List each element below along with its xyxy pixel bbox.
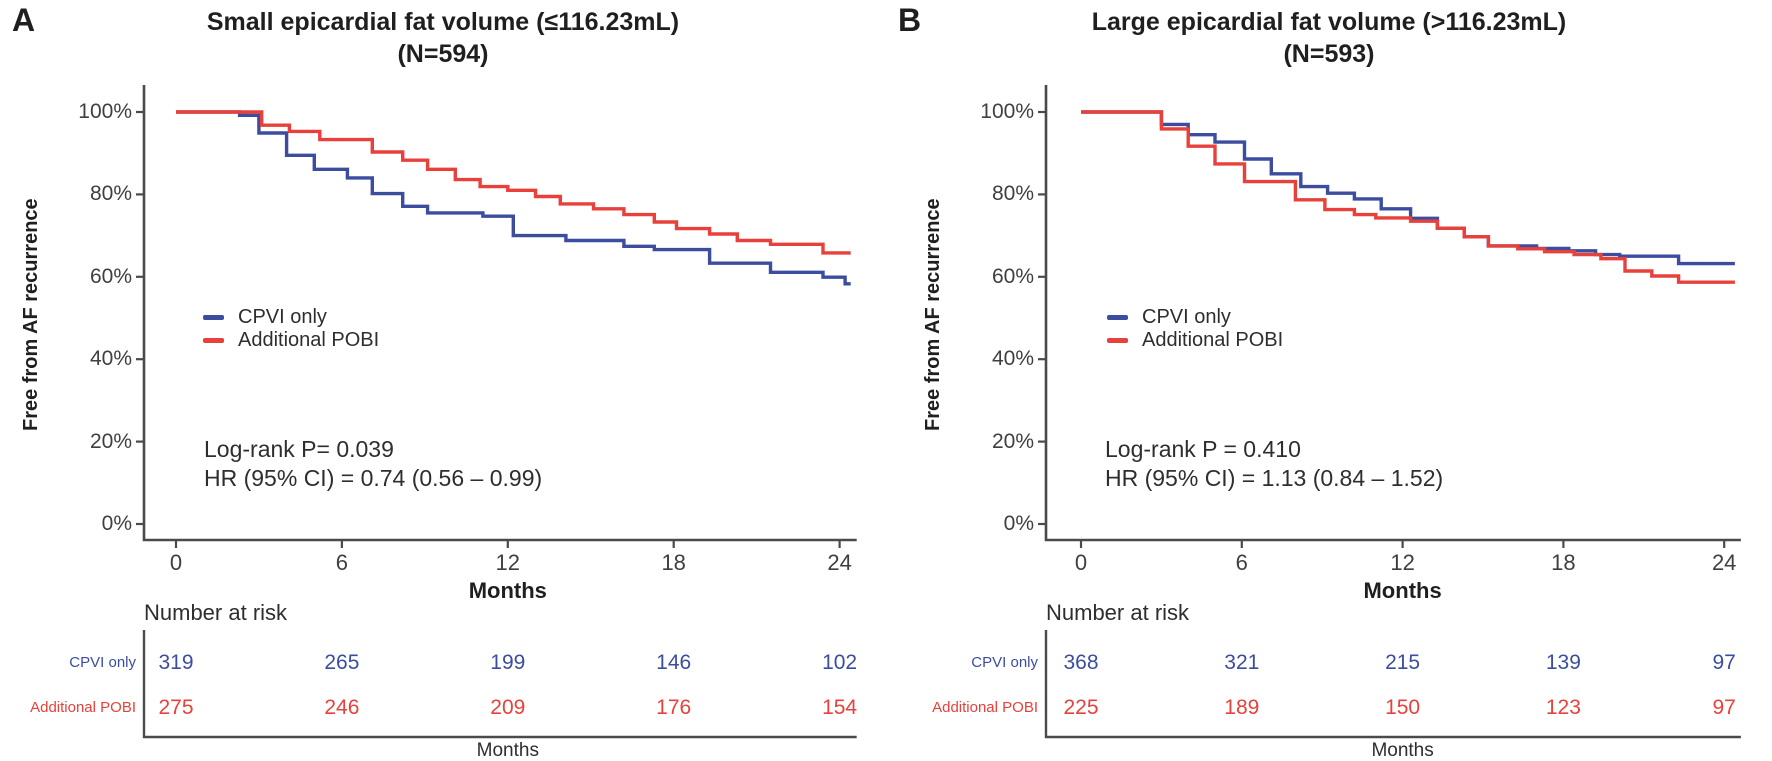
panel-b-title-line2: (N=593) (1283, 40, 1375, 68)
panel-b-letter: B (898, 2, 922, 38)
km-curve-cpvi (1081, 110, 1735, 266)
panel-a: A Small epicardial fat volume (≤116.23mL… (0, 2, 886, 761)
legend-row: Additional POBI (203, 329, 379, 352)
y-tick-label: 20% (991, 429, 1034, 453)
axes (1044, 85, 1741, 542)
risk-value: 246 (324, 696, 360, 719)
y-tick-label: 20% (89, 429, 132, 453)
x-tick-label: 12 (1390, 550, 1415, 575)
risk-row-label: CPVI only (69, 654, 136, 671)
panel-a-risk-header: Number at risk (144, 600, 288, 625)
legend-label: CPVI only (1142, 306, 1231, 328)
panel-a-legend: CPVI only Additional POBI (203, 306, 379, 352)
risk-row-label: CPVI only (971, 654, 1038, 671)
x-tick-label: 0 (1074, 550, 1088, 575)
panel-b-risk-header: Number at risk (1046, 600, 1190, 625)
legend-row: CPVI only (1107, 306, 1283, 329)
risk-value: 209 (490, 696, 526, 719)
y-tick-label: 80% (991, 182, 1034, 206)
y-tick-label: 60% (89, 264, 132, 288)
panel-b-title: Large epicardial fat volume (>116.23mL) … (886, 6, 1772, 70)
panel-a-title: Small epicardial fat volume (≤116.23mL) … (0, 6, 886, 70)
panel-a-plot (136, 85, 857, 739)
x-tick-label: 0 (169, 550, 183, 575)
panel-a-title-line2: (N=594) (397, 40, 489, 68)
y-tick-label: 100% (78, 100, 132, 123)
risk-value: 123 (1545, 696, 1581, 719)
logrank-text: Log-rank P= 0.039 (204, 436, 394, 462)
risk-value: 102 (822, 651, 858, 674)
axes (142, 85, 857, 542)
panel-b: B Large epicardial fat volume (>116.23mL… (886, 0, 1772, 761)
risk-value: 265 (324, 651, 360, 674)
risk-row-label: Additional POBI (30, 699, 136, 716)
panel-a-title-line1: Small epicardial fat volume (≤116.23mL) (206, 8, 680, 36)
panel-b-plot (1038, 85, 1741, 739)
y-tick-label: 60% (991, 264, 1034, 288)
risk-value: 189 (1224, 696, 1260, 719)
risk-value: 139 (1545, 651, 1581, 674)
hazard-ratio-text: HR (95% CI) = 0.74 (0.56 – 0.99) (204, 465, 543, 491)
y-tick-label: 0% (101, 512, 132, 535)
panel-b-stats: Log-rank P = 0.410 HR (95% CI) = 1.13 (0… (1105, 435, 1443, 493)
risk-value: 199 (490, 651, 526, 674)
logrank-text: Log-rank P = 0.410 (1105, 436, 1301, 462)
panel-b-title-line1: Large epicardial fat volume (>116.23mL) (1091, 8, 1567, 36)
hazard-ratio-text: HR (95% CI) = 1.13 (0.84 – 1.52) (1105, 465, 1444, 491)
risk-value: 97 (1712, 696, 1736, 719)
y-tick-label: 40% (89, 347, 132, 371)
risk-value: 321 (1224, 651, 1260, 674)
cpvi-line-swatch (1107, 315, 1128, 320)
risk-row-label: Additional POBI (932, 699, 1038, 716)
panel-b-legend: CPVI only Additional POBI (1107, 306, 1283, 352)
y-tick-label: 40% (991, 347, 1034, 371)
panel-b-risk-months: Months (1371, 740, 1434, 761)
risk-value: 275 (158, 696, 194, 719)
x-tick-label: 6 (335, 550, 349, 575)
cpvi-line-swatch (203, 315, 224, 320)
x-tick-label: 24 (827, 550, 852, 575)
x-tick-label: 12 (495, 550, 521, 575)
pobi-line-swatch (203, 338, 224, 343)
panel-b-x-axis-title: Months (1363, 578, 1442, 603)
risk-table-rules (1044, 630, 1741, 739)
risk-value: 225 (1063, 696, 1099, 719)
km-curve-pobi (1081, 110, 1735, 284)
legend-label: CPVI only (238, 306, 327, 328)
legend-row: CPVI only (203, 306, 379, 329)
x-tick-label: 24 (1711, 550, 1737, 575)
panel-a-x-axis-title: Months (468, 578, 547, 603)
x-tick-label: 18 (661, 550, 686, 575)
panel-a-letter: A (12, 2, 36, 38)
risk-value: 215 (1385, 651, 1421, 674)
panel-a-risk-months: Months (476, 740, 539, 761)
legend-label: Additional POBI (1142, 329, 1284, 351)
risk-table-rules (142, 630, 857, 739)
legend-row: Additional POBI (1107, 329, 1283, 352)
y-tick-label: 100% (980, 100, 1034, 123)
y-tick-label: 0% (1003, 512, 1034, 535)
km-curve-cpvi (176, 110, 851, 286)
panel-a-stats: Log-rank P= 0.039 HR (95% CI) = 0.74 (0.… (204, 435, 542, 493)
risk-value: 150 (1385, 696, 1421, 719)
legend-label: Additional POBI (238, 329, 380, 351)
risk-value: 154 (822, 696, 858, 719)
x-tick-label: 18 (1551, 550, 1576, 575)
y-tick-label: 80% (89, 182, 132, 206)
risk-value: 319 (158, 651, 194, 674)
pobi-line-swatch (1107, 338, 1128, 343)
risk-value: 146 (656, 651, 692, 674)
risk-value: 368 (1063, 651, 1099, 674)
km-curve-pobi (176, 110, 851, 255)
risk-value: 97 (1712, 651, 1736, 674)
risk-value: 176 (656, 696, 692, 719)
x-tick-label: 6 (1235, 550, 1248, 575)
